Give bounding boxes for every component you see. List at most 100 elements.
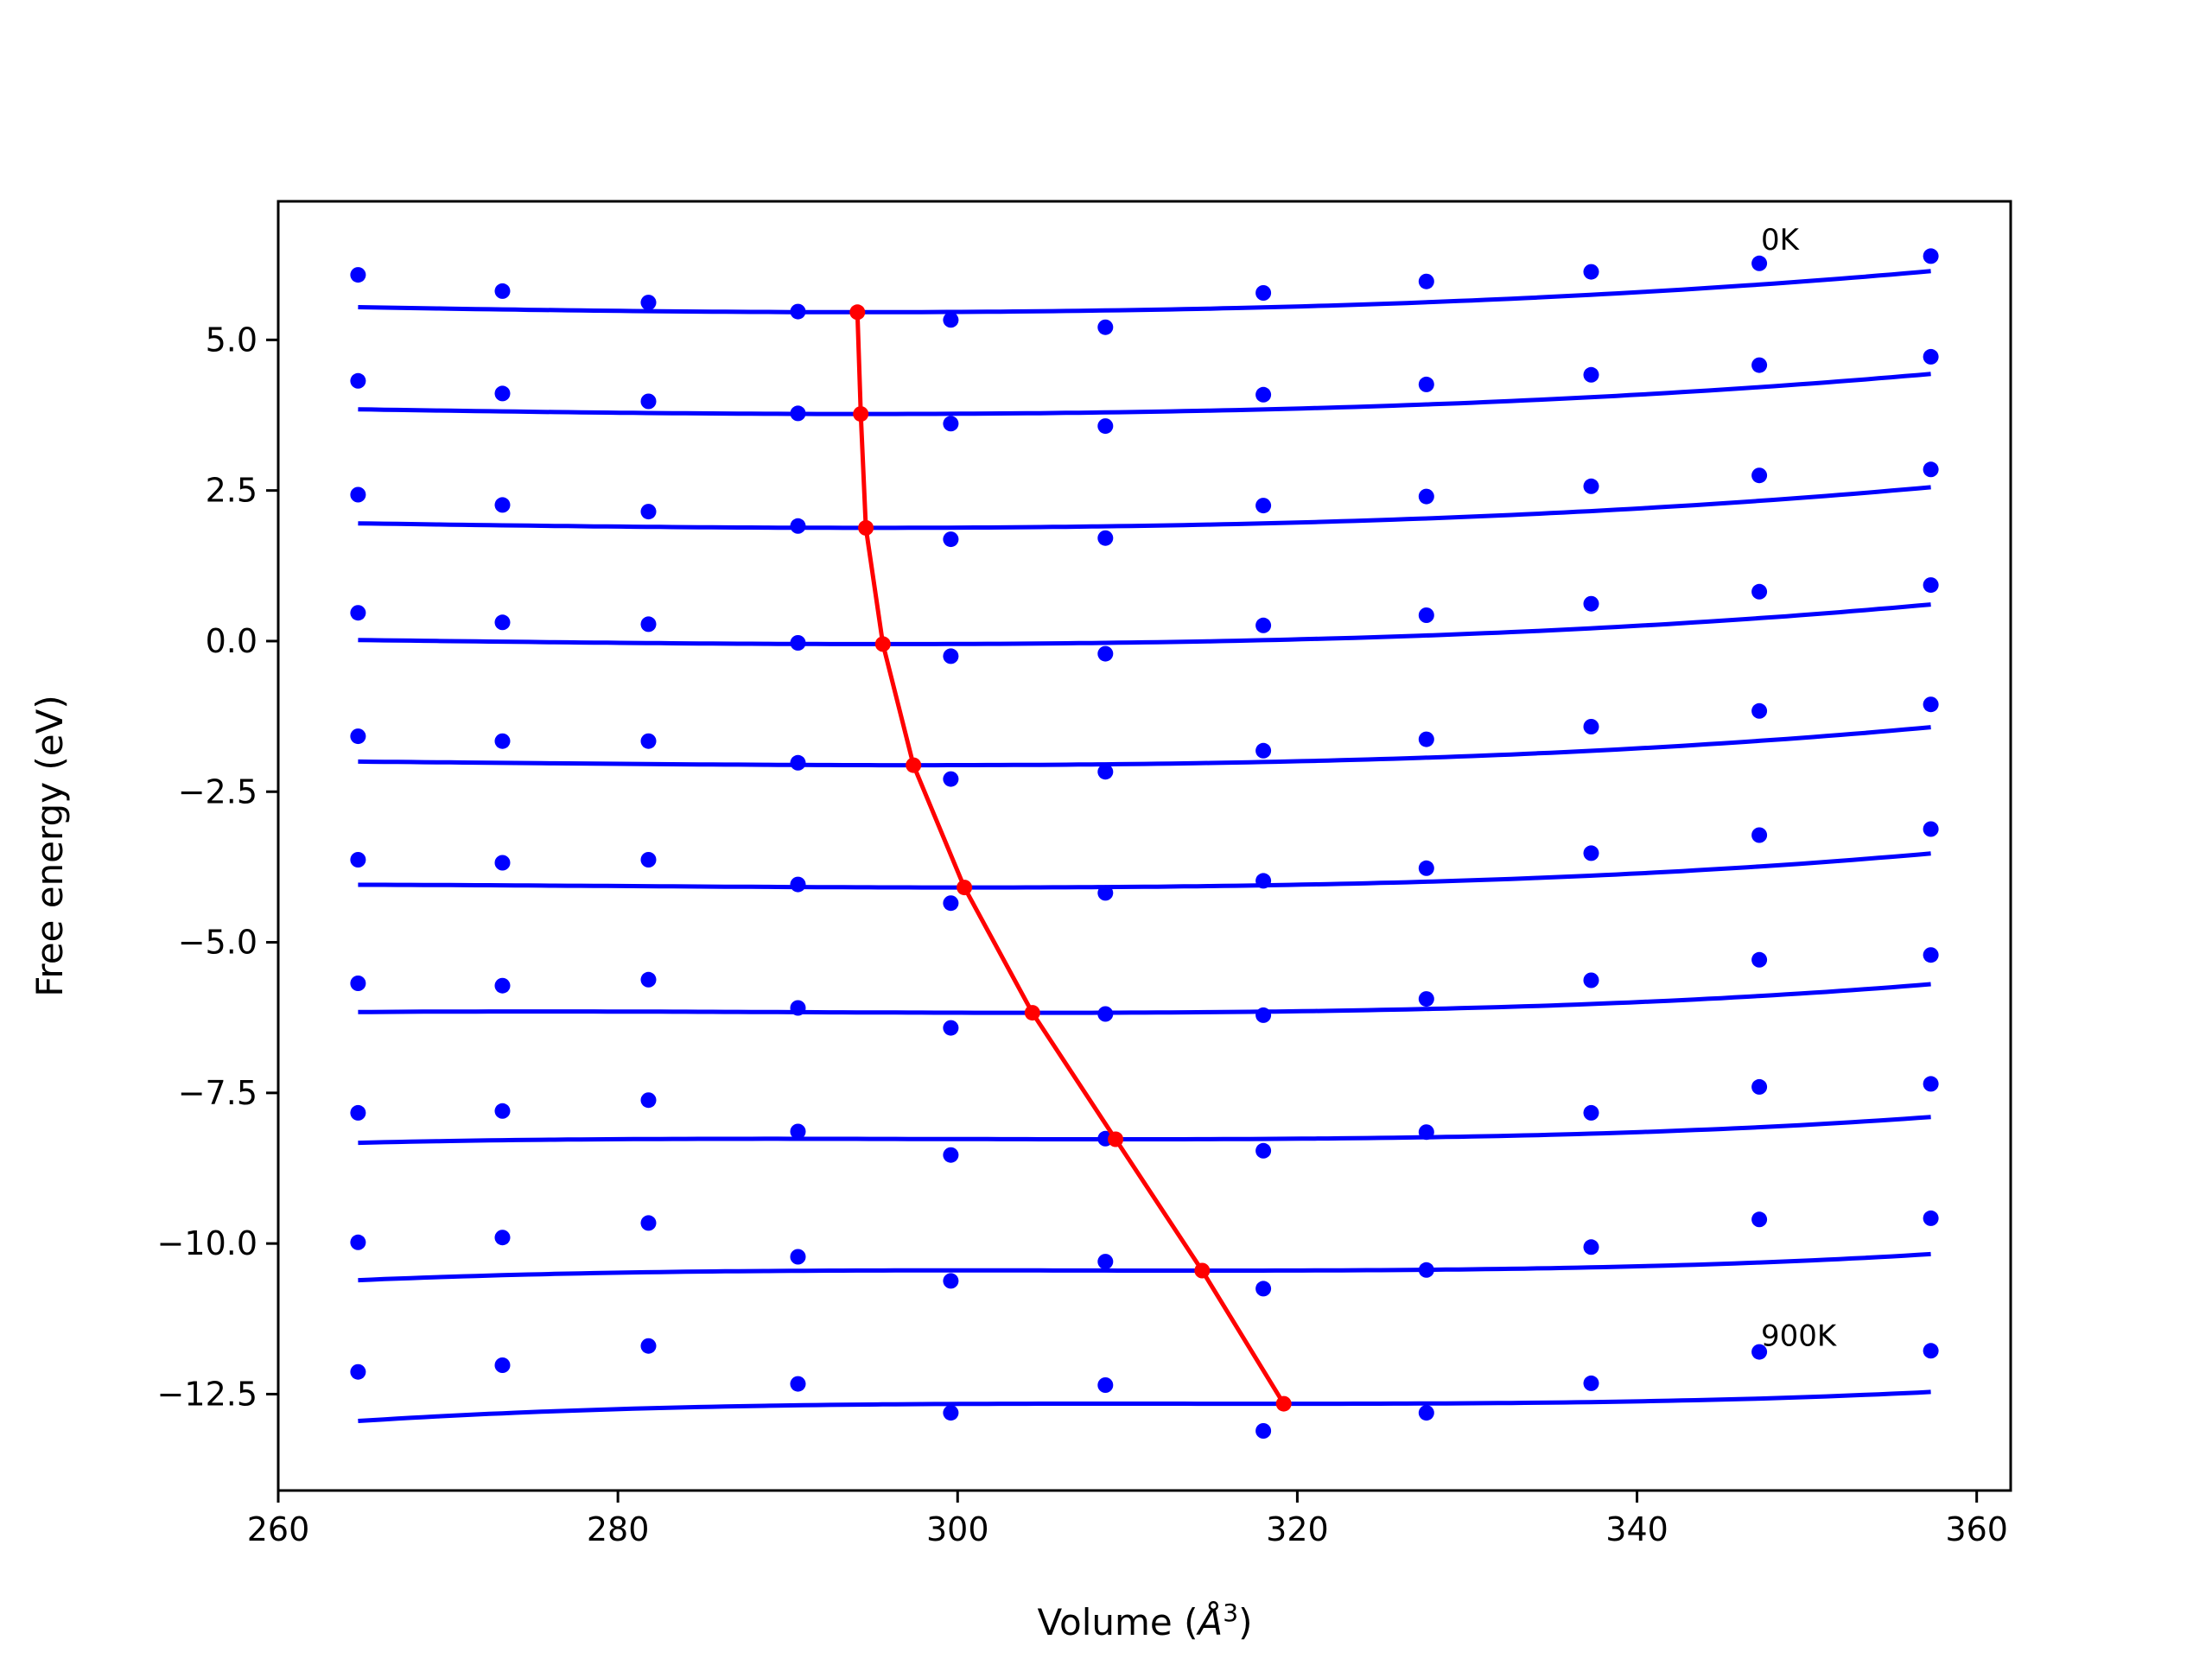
data-point-5-9 xyxy=(1751,827,1768,843)
data-point-4-9 xyxy=(1751,702,1768,719)
data-point-6-10 xyxy=(1923,947,1939,963)
data-point-1-8 xyxy=(1583,366,1599,383)
data-point-4-5 xyxy=(1097,764,1114,780)
data-point-2-10 xyxy=(1923,461,1939,478)
data-point-9-6 xyxy=(1255,1423,1272,1439)
data-point-8-0 xyxy=(350,1234,366,1250)
data-point-7-7 xyxy=(1418,1124,1434,1141)
x-axis-title-main: Volume ( xyxy=(1038,1601,1198,1643)
data-point-5-10 xyxy=(1923,821,1939,837)
minimum-point-5 xyxy=(957,880,973,896)
data-point-0-1 xyxy=(494,283,511,299)
data-point-1-9 xyxy=(1751,357,1768,373)
data-point-0-7 xyxy=(1418,273,1434,289)
fit-curve-8 xyxy=(358,1251,1931,1283)
fit-curve-6 xyxy=(358,982,1931,1015)
data-point-6-6 xyxy=(1255,1007,1272,1023)
minimum-point-3 xyxy=(874,636,891,652)
data-point-3-4 xyxy=(943,648,959,664)
data-point-7-3 xyxy=(790,1123,806,1140)
data-point-2-6 xyxy=(1255,498,1272,514)
data-point-3-0 xyxy=(350,605,366,621)
y-tick-label-3: −2.5 xyxy=(178,772,257,810)
data-point-1-0 xyxy=(350,372,366,389)
fit-curve-0 xyxy=(358,269,1931,315)
data-point-9-1 xyxy=(494,1357,511,1373)
fit-curves xyxy=(358,269,1931,1423)
data-point-7-4 xyxy=(943,1147,959,1163)
data-point-3-1 xyxy=(494,614,511,631)
minimum-point-7 xyxy=(1108,1131,1124,1147)
data-point-3-6 xyxy=(1255,617,1272,633)
data-point-7-6 xyxy=(1255,1142,1272,1159)
data-point-3-8 xyxy=(1583,595,1599,612)
data-point-5-3 xyxy=(790,876,806,893)
data-point-9-0 xyxy=(350,1363,366,1380)
x-axis-ticks: 260 280 300 320 340 360 xyxy=(247,1491,2008,1548)
data-point-8-10 xyxy=(1923,1210,1939,1226)
annotation-0: 0K xyxy=(1761,223,1801,257)
data-point-0-0 xyxy=(350,267,366,283)
data-point-4-4 xyxy=(943,771,959,787)
data-point-3-9 xyxy=(1751,583,1768,600)
data-point-7-1 xyxy=(494,1103,511,1119)
data-point-9-7 xyxy=(1418,1405,1434,1421)
data-point-4-6 xyxy=(1255,742,1272,759)
data-point-4-1 xyxy=(494,733,511,749)
data-point-3-2 xyxy=(640,616,657,632)
data-point-0-6 xyxy=(1255,285,1272,301)
data-point-6-1 xyxy=(494,977,511,994)
fit-curve-4 xyxy=(358,725,1931,768)
data-point-5-4 xyxy=(943,895,959,912)
data-point-5-1 xyxy=(494,855,511,871)
data-point-1-3 xyxy=(790,405,806,422)
data-point-1-4 xyxy=(943,416,959,432)
data-point-4-0 xyxy=(350,728,366,745)
data-point-0-3 xyxy=(790,303,806,320)
data-point-3-10 xyxy=(1923,577,1939,594)
data-point-6-7 xyxy=(1418,991,1434,1007)
fit-curve-2 xyxy=(358,485,1931,531)
data-point-7-0 xyxy=(350,1104,366,1121)
data-point-7-9 xyxy=(1751,1078,1768,1095)
x-axis-title-close: ) xyxy=(1238,1601,1252,1643)
minimum-point-1 xyxy=(853,406,869,423)
y-tick-label-0: 5.0 xyxy=(206,321,257,359)
x-tick-label-0: 260 xyxy=(247,1510,310,1548)
fit-curve-3 xyxy=(358,602,1931,646)
data-point-6-8 xyxy=(1583,972,1599,988)
data-point-4-8 xyxy=(1583,719,1599,734)
minimum-point-6 xyxy=(1024,1005,1040,1021)
data-point-2-1 xyxy=(494,497,511,513)
data-point-9-5 xyxy=(1097,1377,1114,1393)
x-axis-title-unit: Å xyxy=(1196,1600,1224,1643)
x-tick-label-3: 320 xyxy=(1266,1510,1329,1548)
data-point-5-8 xyxy=(1583,845,1599,861)
y-tick-label-6: −10.0 xyxy=(157,1224,257,1262)
x-tick-label-2: 300 xyxy=(926,1510,989,1548)
y-tick-label-5: −7.5 xyxy=(178,1074,257,1112)
data-point-5-0 xyxy=(350,852,366,868)
fit-curve-5 xyxy=(358,851,1931,890)
data-point-1-2 xyxy=(640,393,657,410)
data-point-7-2 xyxy=(640,1092,657,1109)
minimum-point-4 xyxy=(906,757,922,773)
fit-curve-9 xyxy=(358,1389,1931,1423)
minimum-point-9 xyxy=(1275,1395,1292,1412)
data-point-8-4 xyxy=(943,1273,959,1289)
data-point-5-6 xyxy=(1255,873,1272,889)
y-tick-label-7: −12.5 xyxy=(157,1375,257,1413)
y-tick-label-1: 2.5 xyxy=(206,472,257,510)
data-point-5-7 xyxy=(1418,860,1434,876)
x-axis-title-exponent: 3 xyxy=(1223,1599,1238,1627)
y-axis-title: Free energy (eV) xyxy=(29,695,71,997)
minima-line xyxy=(849,304,1292,1412)
y-tick-label-4: −5.0 xyxy=(178,924,257,962)
data-point-2-0 xyxy=(350,486,366,503)
data-point-6-0 xyxy=(350,976,366,991)
data-point-1-5 xyxy=(1097,418,1114,435)
minimum-point-8 xyxy=(1194,1262,1211,1279)
data-point-6-9 xyxy=(1751,951,1768,968)
